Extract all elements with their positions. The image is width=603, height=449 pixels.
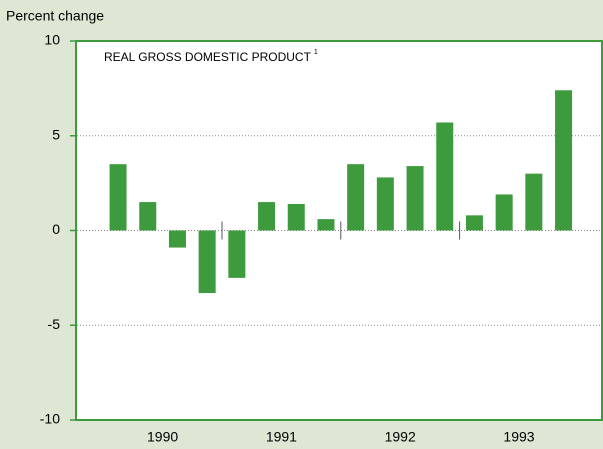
bar — [347, 164, 365, 231]
chart-title: REAL GROSS DOMESTIC PRODUCT — [104, 50, 312, 64]
x-tick-label: 1993 — [503, 429, 534, 445]
y-axis-label: Percent change — [6, 8, 104, 24]
bar — [317, 219, 335, 231]
bar — [376, 177, 394, 231]
x-tick-label: 1992 — [385, 429, 416, 445]
y-tick-label: 0 — [52, 221, 60, 237]
y-tick-label: 10 — [44, 32, 60, 48]
y-tick-label: 5 — [52, 126, 60, 142]
x-tick-label: 1990 — [147, 429, 178, 445]
y-tick-label: -5 — [48, 316, 61, 332]
bar — [436, 122, 454, 231]
bar — [109, 164, 127, 231]
bar — [495, 194, 513, 231]
bar — [525, 173, 543, 231]
title-footnote: 1 — [314, 49, 318, 56]
bar — [139, 202, 157, 231]
bar — [287, 203, 305, 231]
bar — [198, 230, 216, 294]
bar — [406, 166, 424, 231]
bar — [168, 230, 186, 248]
y-tick-label: -10 — [40, 411, 60, 427]
bar — [228, 230, 246, 278]
x-tick-label: 1991 — [266, 429, 297, 445]
bar — [465, 215, 483, 231]
bar — [258, 202, 276, 231]
bar — [555, 90, 573, 231]
